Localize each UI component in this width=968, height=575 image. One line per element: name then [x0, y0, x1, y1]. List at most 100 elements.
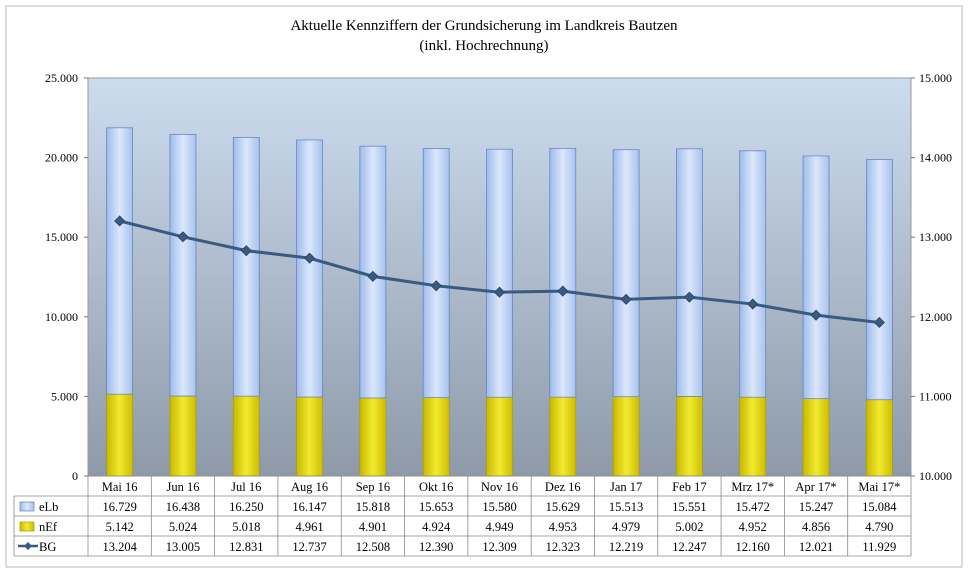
data-label-eLb: 16.729: [102, 500, 136, 514]
data-label-nEf: 5.018: [232, 520, 260, 534]
data-label-eLb: 15.247: [799, 500, 833, 514]
category-label: Feb 17: [672, 480, 706, 494]
right-axis-tick-label: 13.000: [919, 230, 952, 244]
data-label-nEf: 4.979: [612, 520, 640, 534]
category-label: Dez 16: [545, 480, 581, 494]
bar-nEf: [359, 397, 387, 477]
data-label-eLb: 15.472: [736, 500, 770, 514]
axes-layer: 0 5.000 10.000 15.000 20.000 25.000 10.000 11.0…: [45, 71, 952, 483]
data-label-BG: 12.323: [546, 540, 580, 554]
marker-BG: [304, 252, 316, 264]
legend-label-nEf: nEf: [39, 520, 58, 534]
marker-BG: [810, 309, 822, 321]
data-label-eLb: 16.250: [229, 500, 263, 514]
data-label-BG: 13.005: [166, 540, 200, 554]
marker-BG: [177, 231, 189, 243]
bar-nEf: [866, 399, 893, 477]
bar-nEf: [169, 395, 197, 477]
marker-BG: [620, 293, 632, 305]
left-axis-tick-label: 15.000: [45, 230, 78, 244]
bar-nEf: [486, 396, 513, 477]
category-label: Mrz 17*: [731, 480, 774, 494]
data-label-nEf: 4.961: [296, 520, 324, 534]
bars-layer: [106, 127, 893, 477]
data-label-BG: 12.831: [229, 540, 263, 554]
chart-title: Aktuelle Kennziffern der Grundsicherung …: [290, 18, 678, 34]
legend-label-BG: BG: [39, 540, 56, 554]
bar-eLb: [486, 148, 513, 398]
chart-subtitle: (inkl. Hochrechnung): [419, 38, 548, 54]
bar-nEf: [106, 393, 133, 477]
right-axis-tick-label: 12.000: [919, 310, 952, 324]
marker-BG: [747, 298, 759, 310]
category-label: Jun 16: [166, 480, 199, 494]
bar-eLb: [549, 147, 577, 398]
marker-BG: [240, 245, 252, 257]
bar-nEf: [232, 395, 260, 477]
data-label-BG: 12.737: [292, 540, 326, 554]
left-axis-tick-label: 25.000: [45, 71, 78, 85]
right-axis-tick-label: 11.000: [919, 389, 952, 403]
bar-nEf: [676, 396, 703, 477]
data-label-eLb: 16.147: [292, 500, 326, 514]
category-label: Aug 16: [291, 480, 328, 494]
data-label-BG: 12.219: [609, 540, 643, 554]
marker-BG: [683, 291, 695, 303]
category-label: Sep 16: [356, 480, 390, 494]
left-axis-tick-label: 0: [72, 469, 78, 483]
data-label-eLb: 15.513: [609, 500, 643, 514]
bar-nEf: [739, 396, 767, 477]
data-label-nEf: 5.002: [675, 520, 703, 534]
bar-eLb: [106, 127, 134, 395]
left-axis-tick-label: 20.000: [45, 151, 78, 165]
category-label: Jul 16: [231, 480, 261, 494]
bar-eLb: [676, 148, 703, 397]
bar-eLb: [612, 149, 640, 398]
category-label: Mai 17*: [858, 480, 900, 494]
bar-eLb: [296, 139, 323, 398]
category-label: Apr 17*: [795, 480, 836, 494]
data-label-BG: 12.160: [736, 540, 770, 554]
data-label-nEf: 4.952: [739, 520, 767, 534]
bar-eLb: [232, 137, 260, 397]
bar-eLb: [739, 150, 767, 398]
data-label-eLb: 15.818: [356, 500, 390, 514]
data-label-BG: 12.390: [419, 540, 453, 554]
category-label: Mai 16: [102, 480, 138, 494]
data-label-eLb: 16.438: [166, 500, 200, 514]
marker-BG: [430, 280, 442, 292]
data-label-nEf: 5.024: [169, 520, 198, 534]
data-label-BG: 13.204: [102, 540, 137, 554]
legend-key-eLb: [19, 501, 35, 512]
right-axis-tick-label: 10.000: [919, 469, 952, 483]
data-label-BG: 12.309: [482, 540, 516, 554]
bar-nEf: [612, 396, 640, 477]
data-label-BG: 11.929: [862, 540, 896, 554]
marker-BG: [557, 285, 569, 297]
data-label-eLb: 15.551: [672, 500, 706, 514]
bar-eLb: [422, 148, 450, 398]
category-label: Jan 17: [610, 480, 642, 494]
data-label-BG: 12.021: [799, 540, 833, 554]
data-label-eLb: 15.580: [482, 500, 516, 514]
data-label-nEf: 4.953: [549, 520, 577, 534]
data-label-eLb: 15.629: [546, 500, 580, 514]
marker-BG: [114, 215, 126, 227]
data-label-eLb: 15.084: [862, 500, 897, 514]
data-label-BG: 12.508: [356, 540, 390, 554]
bar-eLb: [169, 133, 197, 397]
marker-BG: [493, 286, 506, 298]
right-axis-tick-label: 15.000: [919, 71, 952, 85]
bar-eLb: [802, 155, 830, 400]
bar-nEf: [549, 396, 577, 477]
bar-eLb: [865, 159, 893, 401]
legend-label-eLb: eLb: [39, 500, 58, 514]
data-label-nEf: 4.924: [422, 520, 451, 534]
left-axis-tick-label: 10.000: [45, 310, 78, 324]
data-label-nEf: 4.790: [865, 520, 893, 534]
data-label-BG: 12.247: [672, 540, 706, 554]
data-table: Mai 16 Jun 16 Jul 16 Aug 16 Sep 16 Okt 16 Nov …: [13, 475, 912, 557]
bar-nEf: [296, 396, 323, 477]
